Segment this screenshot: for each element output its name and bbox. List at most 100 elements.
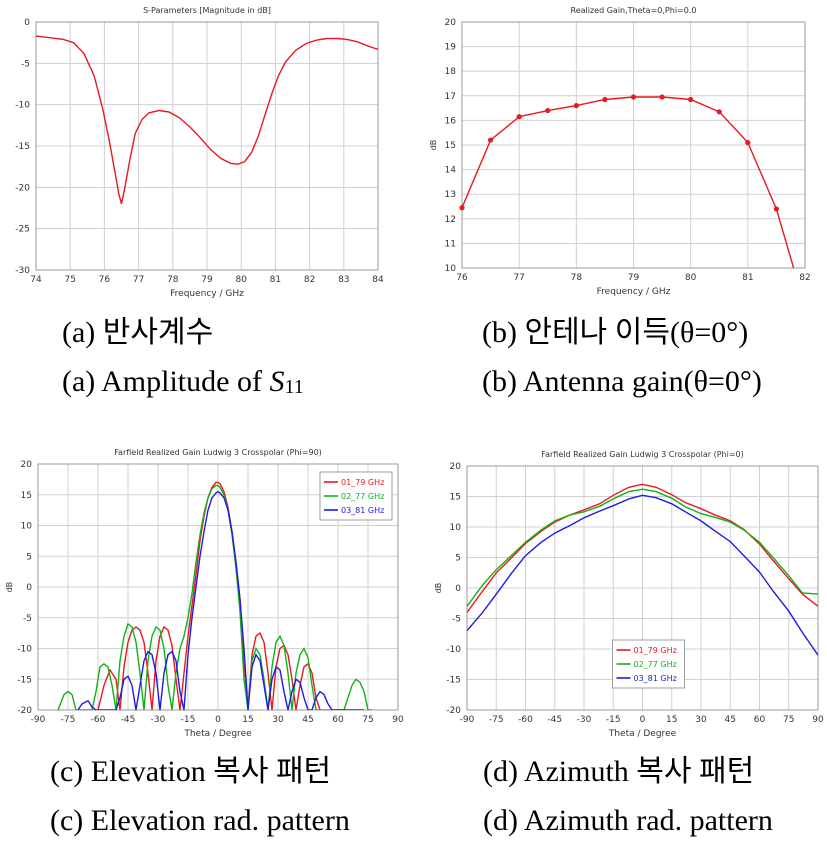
x-tick-label: 81 xyxy=(742,273,753,283)
x-tick-label: -75 xyxy=(61,715,76,725)
x-tick-label: -15 xyxy=(181,715,196,725)
y-tick-label: -15 xyxy=(446,676,461,686)
y-tick-label: -5 xyxy=(452,615,461,625)
legend-label: 03_81 GHz xyxy=(341,506,384,515)
x-tick-label: 76 xyxy=(456,273,468,283)
y-tick-label: 0 xyxy=(24,18,30,28)
x-axis-label: Theta / Degree xyxy=(608,729,677,739)
legend: 01_79 GHz 02_77 GHz 03_81 GHz xyxy=(319,471,393,521)
y-axis-label: dB xyxy=(5,582,14,593)
y-tick-label: 20 xyxy=(21,460,33,470)
legend-label: 01_79 GHz xyxy=(341,478,384,487)
x-tick-label: 45 xyxy=(725,715,736,725)
caption-b-korean: (b) 안테나 이득(θ=0°) xyxy=(482,316,749,349)
chart-azimuth-pattern: Farfield Realized Gain Ludwig 3 Crosspol… xyxy=(434,450,824,739)
x-tick-label: 90 xyxy=(392,715,404,725)
data-point xyxy=(516,114,522,120)
y-tick-label: 5 xyxy=(455,554,461,564)
y-tick-label: 11 xyxy=(445,239,456,249)
y-tick-label: 15 xyxy=(21,491,32,501)
data-point xyxy=(487,137,494,143)
y-tick-label: 14 xyxy=(445,166,457,176)
x-tick-label: -45 xyxy=(547,715,562,725)
plot-frame xyxy=(466,465,819,711)
x-tick-label: 82 xyxy=(304,275,315,285)
caption-d-korean: (d) Azimuth 복사 패턴 xyxy=(483,755,755,788)
x-tick-label: -90 xyxy=(460,715,475,725)
x-axis-label: Frequency / GHz xyxy=(597,287,671,297)
x-tick-label: 30 xyxy=(272,715,284,725)
chart-realized-gain: Realized Gain,Theta=0,Phi=0.0 76 77 78 79 80 8… xyxy=(429,6,811,297)
chart-s-parameters: S-Parameters [Magnitude in dB] 74 75 76 77 78… xyxy=(15,6,384,299)
y-tick-label: 12 xyxy=(445,215,456,225)
x-tick-label: 0 xyxy=(215,715,221,725)
x-tick-label: 30 xyxy=(695,715,707,725)
x-tick-label: -15 xyxy=(606,715,621,725)
legend-label: 02_77 GHz xyxy=(341,492,384,501)
data-point xyxy=(602,96,608,103)
series-line-1 xyxy=(97,481,321,710)
chart-title: Farfield Realized Gain Ludwig 3 Crosspol… xyxy=(541,450,744,459)
series-line-1 xyxy=(462,96,795,268)
y-tick-label: -5 xyxy=(21,59,30,69)
y-axis-label: dB xyxy=(429,140,438,151)
caption-a-variable: S xyxy=(269,365,285,398)
y-tick-label: 15 xyxy=(445,141,456,151)
x-tick-label: 79 xyxy=(201,275,213,285)
y-tick-label: 20 xyxy=(450,462,462,472)
x-tick-label: 15 xyxy=(242,715,253,725)
series-line-2 xyxy=(467,488,818,607)
data-point xyxy=(773,206,780,212)
y-tick-label: 20 xyxy=(445,18,457,28)
series-line-3 xyxy=(467,494,818,656)
y-tick-label: 16 xyxy=(445,116,457,126)
chart-title: Realized Gain,Theta=0,Phi=0.0 xyxy=(571,6,697,15)
caption-a-english: (a) Amplitude of S11 xyxy=(62,365,304,398)
y-tick-label: -15 xyxy=(17,675,32,685)
data-point xyxy=(545,107,551,114)
x-tick-label: 60 xyxy=(332,715,344,725)
x-tick-label: 75 xyxy=(64,275,75,285)
data-point xyxy=(716,109,722,115)
data-point xyxy=(573,103,579,109)
x-tick-label: 78 xyxy=(167,275,179,285)
series-line-3 xyxy=(77,490,364,710)
y-tick-label: -5 xyxy=(23,614,32,624)
y-tick-label: 0 xyxy=(455,584,461,594)
y-tick-label: -10 xyxy=(15,101,30,111)
y-tick-label: 13 xyxy=(445,190,456,200)
caption-a-korean: (a) 반사계수 xyxy=(62,316,214,349)
data-point xyxy=(659,94,665,100)
grid xyxy=(461,21,806,269)
series-line-1 xyxy=(467,483,818,613)
x-tick-label: 83 xyxy=(338,275,349,285)
x-tick-label: 84 xyxy=(372,275,384,285)
y-tick-label: 10 xyxy=(445,264,457,274)
legend-label: 02_77 GHz xyxy=(634,660,677,669)
y-tick-label: 5 xyxy=(26,552,32,562)
x-tick-label: 0 xyxy=(640,715,646,725)
y-tick-label: 10 xyxy=(21,522,33,532)
plot-frame xyxy=(461,21,806,269)
x-axis-label: Frequency / GHz xyxy=(170,289,244,299)
plot-frame xyxy=(37,463,399,711)
x-tick-label: 79 xyxy=(628,273,640,283)
x-tick-label: -45 xyxy=(121,715,136,725)
y-tick-label: 15 xyxy=(450,493,461,503)
legend-label: 01_79 GHz xyxy=(634,646,677,655)
caption-b-english: (b) Antenna gain(θ=0°) xyxy=(482,365,762,398)
caption-d-english: (d) Azimuth rad. pattern xyxy=(483,804,773,837)
x-tick-label: -60 xyxy=(91,715,106,725)
y-tick-label: 10 xyxy=(450,523,462,533)
x-tick-label: 80 xyxy=(235,275,247,285)
caption-a-english-prefix: (a) Amplitude of xyxy=(62,365,270,398)
x-tick-label: -30 xyxy=(151,715,166,725)
y-tick-label: -30 xyxy=(15,266,30,276)
x-tick-label: -90 xyxy=(31,715,46,725)
x-tick-label: 82 xyxy=(799,273,810,283)
legend-label: 03_81 GHz xyxy=(634,674,677,683)
x-tick-label: 90 xyxy=(812,715,824,725)
x-tick-label: 77 xyxy=(133,275,144,285)
chart-title: S-Parameters [Magnitude in dB] xyxy=(143,6,271,15)
y-axis-label: dB xyxy=(434,583,443,594)
